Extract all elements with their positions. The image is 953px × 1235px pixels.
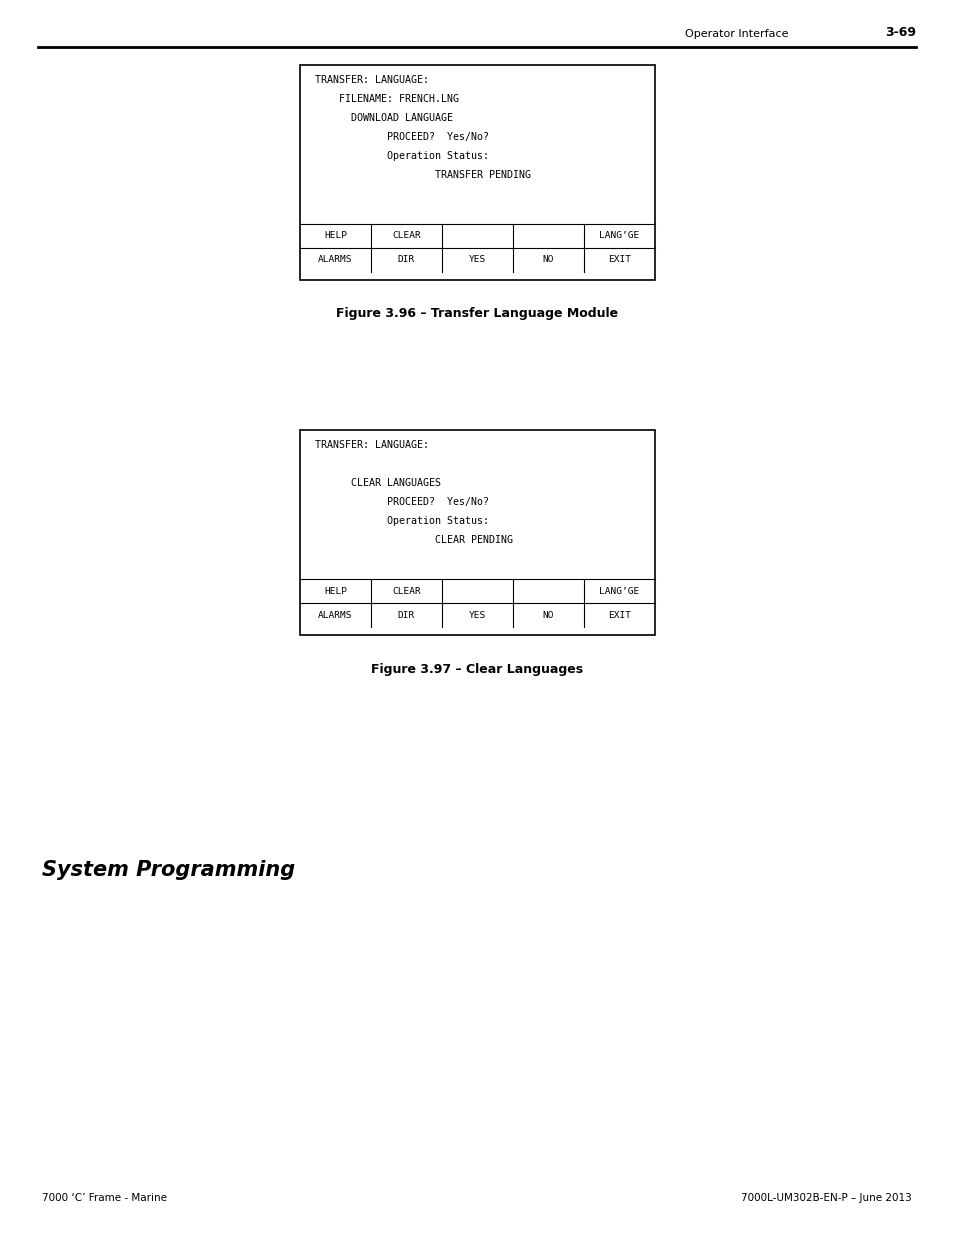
Text: NO: NO — [542, 610, 554, 620]
Text: YES: YES — [468, 610, 486, 620]
Text: EXIT: EXIT — [607, 256, 630, 264]
Text: HELP: HELP — [324, 231, 347, 241]
Text: Operation Status:: Operation Status: — [314, 151, 489, 161]
Text: ALARMS: ALARMS — [318, 610, 353, 620]
Text: 3-69: 3-69 — [884, 26, 915, 40]
Text: CLEAR: CLEAR — [392, 587, 420, 595]
Text: NO: NO — [542, 256, 554, 264]
Text: 7000 ‘C’ Frame - Marine: 7000 ‘C’ Frame - Marine — [42, 1193, 167, 1203]
Text: Figure 3.96 – Transfer Language Module: Figure 3.96 – Transfer Language Module — [336, 308, 618, 320]
Text: System Programming: System Programming — [42, 860, 294, 881]
Text: CLEAR LANGUAGES: CLEAR LANGUAGES — [314, 478, 440, 488]
Text: YES: YES — [468, 256, 486, 264]
Text: CLEAR PENDING: CLEAR PENDING — [314, 535, 513, 545]
Text: Operation Status:: Operation Status: — [314, 516, 489, 526]
Text: FILENAME: FRENCH.LNG: FILENAME: FRENCH.LNG — [314, 94, 458, 104]
Text: PROCEED?  Yes/No?: PROCEED? Yes/No? — [314, 496, 489, 508]
Text: TRANSFER: LANGUAGE:: TRANSFER: LANGUAGE: — [314, 440, 429, 450]
Text: CLEAR: CLEAR — [392, 231, 420, 241]
Text: LANG’GE: LANG’GE — [598, 231, 639, 241]
Text: EXIT: EXIT — [607, 610, 630, 620]
Text: Figure 3.97 – Clear Languages: Figure 3.97 – Clear Languages — [371, 663, 583, 676]
Text: DIR: DIR — [397, 256, 415, 264]
Text: DIR: DIR — [397, 610, 415, 620]
Text: ALARMS: ALARMS — [318, 256, 353, 264]
Text: TRANSFER PENDING: TRANSFER PENDING — [314, 170, 531, 180]
Text: Operator Interface: Operator Interface — [685, 28, 788, 40]
Text: DOWNLOAD LANGUAGE: DOWNLOAD LANGUAGE — [314, 112, 453, 124]
Bar — [299, 65, 655, 280]
Bar — [299, 430, 655, 635]
Text: TRANSFER: LANGUAGE:: TRANSFER: LANGUAGE: — [314, 75, 429, 85]
Text: HELP: HELP — [324, 587, 347, 595]
Text: LANG’GE: LANG’GE — [598, 587, 639, 595]
Text: 7000L-UM302B-EN-P – June 2013: 7000L-UM302B-EN-P – June 2013 — [740, 1193, 911, 1203]
Text: PROCEED?  Yes/No?: PROCEED? Yes/No? — [314, 132, 489, 142]
